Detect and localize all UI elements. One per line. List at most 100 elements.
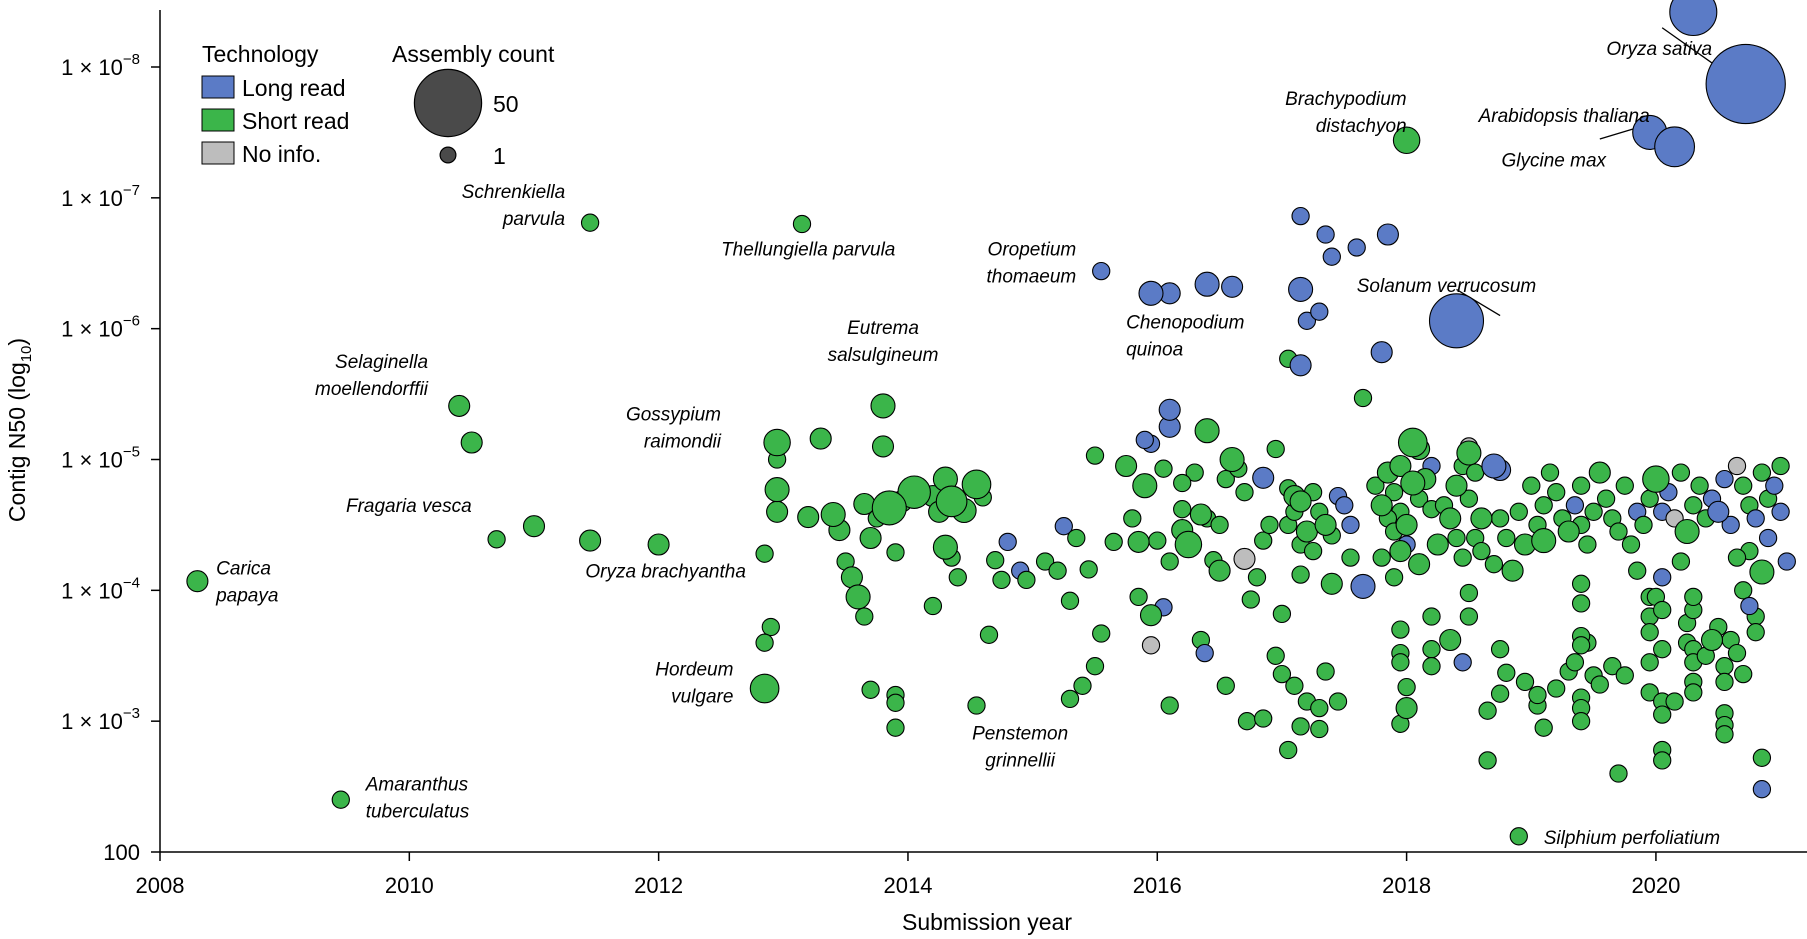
data-point [820, 501, 846, 528]
data-point [764, 477, 790, 503]
data-point [1347, 238, 1366, 257]
data-point [1534, 496, 1553, 515]
data-points [186, 0, 1796, 846]
data-point [961, 469, 992, 500]
data-point [1547, 483, 1566, 502]
data-point [1603, 657, 1622, 676]
data-point [1571, 712, 1591, 731]
species-label-line: tuberculatus [366, 802, 470, 823]
data-point [1734, 664, 1753, 684]
data-point [1135, 430, 1154, 450]
data-point [1316, 662, 1335, 681]
data-point [579, 529, 602, 552]
data-point [1497, 528, 1516, 548]
data-point [1335, 496, 1354, 515]
data-point [1272, 604, 1292, 624]
legend-size-items: 50 1 [413, 68, 519, 169]
data-point [1640, 653, 1659, 672]
data-point-named [186, 570, 209, 593]
legend-swatch [201, 141, 235, 165]
data-point [1700, 628, 1724, 652]
data-point [871, 490, 907, 526]
data-point [1752, 463, 1772, 482]
data-point [797, 506, 820, 529]
data-point [1141, 636, 1161, 655]
data-point [1272, 664, 1292, 684]
data-point [1174, 530, 1203, 559]
data-point [1139, 604, 1163, 627]
species-label: Penstemon grinnellii [972, 723, 1068, 771]
data-point [1727, 456, 1747, 476]
data-point [1734, 476, 1753, 495]
data-point [1291, 565, 1310, 584]
data-point [1067, 528, 1086, 548]
data-point [1254, 709, 1273, 728]
data-point [1310, 719, 1329, 739]
data-point [1397, 427, 1428, 458]
species-label-line: Selaginella [335, 352, 428, 373]
data-point [1522, 476, 1541, 495]
species-label-line: grinnellii [985, 750, 1055, 771]
data-point [1684, 683, 1703, 702]
data-point-named [331, 790, 350, 809]
species-label-line: papaya [215, 586, 278, 607]
data-point [1615, 666, 1634, 685]
data-point [1490, 684, 1510, 703]
data-point [1684, 587, 1703, 607]
y-tick-label: 1 × 10−4 [61, 574, 140, 603]
data-point [1408, 553, 1431, 576]
species-label: Schrenkiella parvula [462, 182, 566, 230]
data-point [1501, 559, 1524, 582]
data-point [1653, 568, 1672, 587]
y-tick-label: 1 × 10−5 [61, 444, 140, 473]
species-label-line: raimondii [644, 431, 722, 452]
data-point [1235, 483, 1254, 502]
legend-swatch [201, 108, 235, 132]
data-point-named [448, 394, 471, 417]
species-label-line: Schrenkiella [462, 182, 566, 203]
data-point [1350, 573, 1376, 599]
species-label-line: Oryza sativa [1606, 39, 1712, 60]
species-label: Arabidopsis thaliana [1478, 106, 1650, 127]
x-tick-label: 2014 [883, 873, 932, 898]
data-point [1320, 572, 1343, 595]
data-point [1233, 547, 1256, 570]
data-point [1370, 341, 1393, 364]
data-point [1472, 541, 1491, 561]
data-point [1459, 607, 1479, 626]
data-point [1571, 636, 1591, 655]
data-point [853, 492, 876, 516]
data-point [1303, 541, 1323, 561]
species-label-line: distachyon [1316, 116, 1407, 137]
species-label: Selaginella moellendorffii [315, 352, 429, 400]
x-axis-title: Submission year [902, 909, 1072, 935]
data-point [1459, 583, 1479, 603]
data-point [1478, 751, 1497, 770]
data-point [1353, 388, 1373, 408]
species-label-line: Chenopodium [1126, 313, 1244, 334]
data-point-named [1705, 43, 1786, 125]
species-label-line: Solanum verrucosum [1357, 276, 1537, 297]
species-label-line: Eutrema [847, 318, 919, 339]
legend-swatch [201, 75, 235, 99]
data-point [1241, 590, 1260, 609]
data-point [1621, 535, 1641, 554]
species-label-line: Thellungiella parvula [721, 239, 895, 260]
x-ticks: 2008 2010 2012 2014 2016 2018 2020 [136, 852, 1680, 898]
data-point [1247, 568, 1267, 587]
data-point [1295, 520, 1318, 543]
data-point [761, 617, 780, 637]
data-point [1422, 657, 1441, 676]
data-point-named [1392, 126, 1421, 155]
species-label-line: Oryza brachyantha [585, 561, 746, 582]
data-point-named [763, 428, 791, 457]
data-point [923, 596, 943, 616]
data-point [1746, 509, 1765, 528]
data-point [1132, 473, 1158, 499]
data-point [1740, 596, 1759, 616]
y-tick-exponent: −7 [123, 182, 140, 199]
data-point [809, 427, 832, 450]
y-tick-exponent: −8 [123, 51, 140, 68]
data-point [1565, 496, 1585, 515]
data-point-named [1138, 280, 1164, 306]
